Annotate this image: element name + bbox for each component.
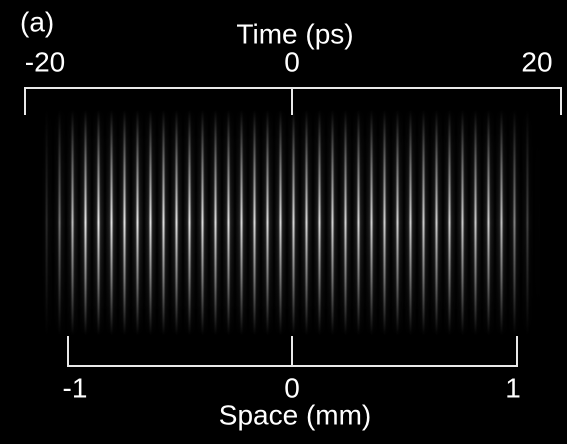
top-tick-label: -20 bbox=[25, 46, 65, 77]
top-axis-label: Time (ps) bbox=[236, 18, 353, 49]
bottom-axis-label: Space (mm) bbox=[219, 399, 371, 430]
bottom-tick-label: -1 bbox=[63, 372, 88, 403]
figure: (a) Time (ps) -20 0 20 -1 0 1 Space (mm) bbox=[0, 0, 567, 444]
top-tick-label: 20 bbox=[521, 46, 552, 77]
page: {"panel_label": "(a)", "top_axis": {"lab… bbox=[0, 0, 567, 444]
bottom-tick-label: 1 bbox=[505, 372, 521, 403]
top-tick-label: 0 bbox=[284, 46, 300, 77]
fringe-image bbox=[40, 110, 540, 335]
panel-label: (a) bbox=[20, 6, 54, 37]
